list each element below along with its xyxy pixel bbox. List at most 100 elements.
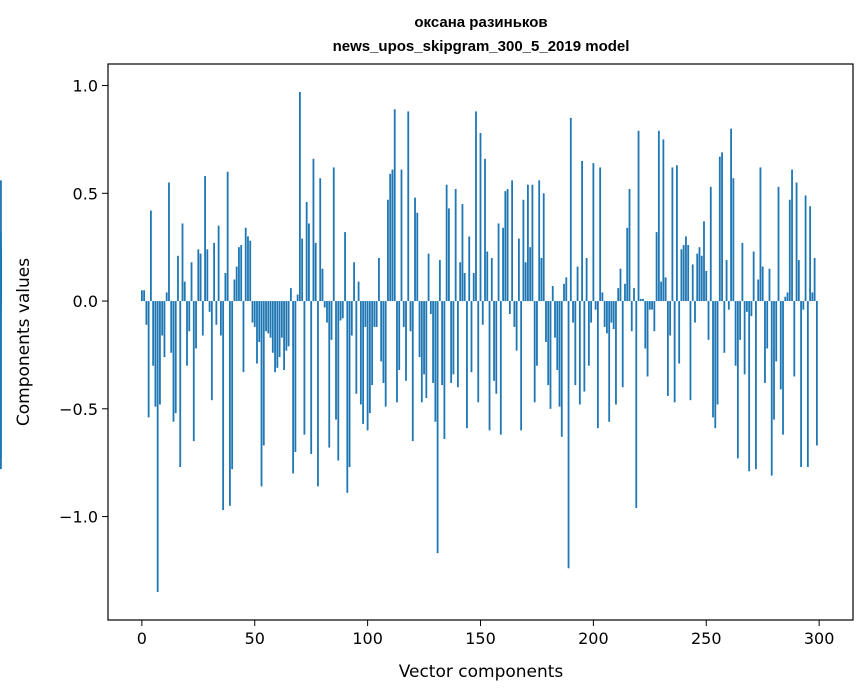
bar (696, 253, 699, 302)
bar (208, 301, 211, 312)
bar (596, 301, 599, 429)
bar (438, 260, 441, 302)
bar (694, 301, 696, 323)
bar (400, 169, 403, 302)
y-axis-label: Components values (14, 258, 34, 426)
bar (689, 301, 692, 401)
bar (402, 301, 405, 327)
x-tick-label: 50 (245, 629, 265, 648)
bar (366, 301, 369, 431)
bar (154, 301, 157, 407)
bar (165, 292, 168, 302)
bar (606, 301, 608, 334)
bar (809, 206, 812, 302)
bar (233, 279, 236, 302)
bar (802, 301, 805, 310)
bar (389, 173, 392, 302)
bar (481, 301, 484, 325)
y-tick-label: 0.5 (73, 184, 98, 203)
bar (583, 301, 586, 392)
bar (502, 227, 504, 302)
bar (572, 301, 574, 323)
bar (504, 191, 507, 302)
bar (804, 195, 807, 302)
bar (418, 301, 421, 358)
bar (384, 301, 387, 407)
bar (260, 301, 263, 487)
bar (330, 301, 333, 340)
bar (258, 301, 261, 342)
bar (493, 301, 495, 381)
bar (551, 285, 554, 302)
bar (353, 262, 355, 302)
bar (335, 301, 337, 420)
bar (619, 268, 622, 302)
bar (567, 301, 570, 569)
bar (644, 301, 647, 349)
bar (396, 301, 398, 403)
bar (612, 301, 615, 330)
bar (375, 301, 378, 327)
bar (520, 301, 523, 431)
bar (755, 301, 757, 470)
bar (815, 301, 818, 446)
bar (621, 301, 624, 388)
bar (486, 251, 489, 302)
bar (517, 238, 520, 302)
bar (538, 180, 541, 302)
bar (188, 301, 191, 332)
bar (782, 301, 784, 435)
bar (655, 232, 658, 302)
bar (700, 255, 703, 302)
bar (452, 301, 455, 375)
bar (508, 301, 511, 314)
bar (549, 301, 552, 409)
bar (429, 301, 432, 314)
bar (280, 301, 283, 338)
bar (560, 301, 563, 437)
bar (513, 301, 516, 327)
bar (727, 301, 730, 310)
bar (414, 197, 416, 302)
bar (793, 301, 796, 377)
bar (235, 266, 238, 302)
bar (660, 281, 663, 302)
bar (222, 301, 225, 511)
bar (691, 264, 694, 302)
bar (750, 301, 753, 317)
bar (527, 184, 529, 302)
bar (678, 301, 681, 364)
bar (348, 301, 351, 467)
bar (707, 301, 710, 340)
bar (378, 257, 380, 302)
bar (156, 301, 159, 592)
bar (788, 199, 791, 302)
bar (238, 247, 240, 302)
bar (529, 247, 532, 302)
bar (533, 301, 536, 403)
bar (371, 301, 374, 386)
bar (585, 257, 588, 302)
bar (0, 249, 2, 302)
bar (409, 301, 412, 332)
bar (576, 266, 579, 302)
bar (637, 130, 640, 302)
bar (368, 301, 371, 414)
bar (244, 227, 247, 302)
bar (380, 301, 383, 362)
bar (680, 249, 683, 302)
bar (540, 257, 543, 302)
bar (466, 301, 468, 429)
bar (775, 301, 778, 362)
bar (779, 301, 782, 390)
bar (506, 188, 509, 302)
bar (159, 301, 161, 405)
bar (287, 301, 290, 347)
bar (687, 245, 690, 302)
bar (292, 301, 295, 474)
bars-group (0, 92, 818, 592)
bar (651, 301, 653, 310)
bar (303, 301, 306, 435)
bar (305, 201, 308, 302)
bar (461, 204, 464, 302)
